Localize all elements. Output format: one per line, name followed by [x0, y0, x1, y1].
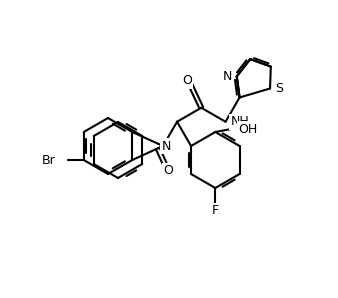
Text: S: S: [275, 82, 283, 95]
Text: N: N: [222, 70, 232, 83]
Text: N: N: [161, 139, 171, 153]
Text: O: O: [182, 74, 192, 87]
Text: NH: NH: [231, 115, 249, 128]
Text: O: O: [164, 164, 173, 177]
Text: OH: OH: [238, 123, 258, 136]
Text: Br: Br: [42, 153, 56, 167]
Text: F: F: [212, 204, 219, 218]
